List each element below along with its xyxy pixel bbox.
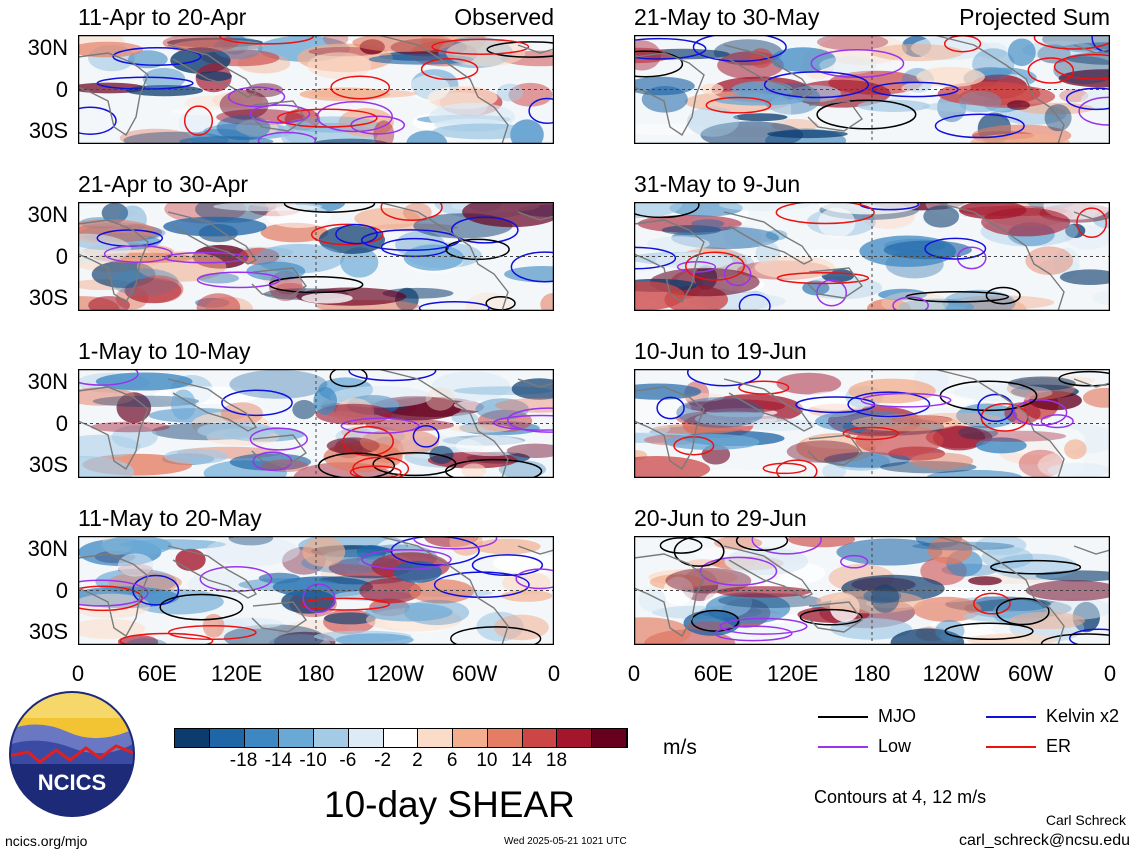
colorbar-cell	[314, 729, 349, 747]
lon-label: 60E	[693, 661, 733, 686]
legend-label: MJO	[878, 706, 916, 726]
main-title: 10-day SHEAR	[324, 784, 575, 825]
panel-title: 31-May to 9-Jun	[634, 171, 801, 197]
colorbar-cell	[418, 729, 454, 747]
colorbar-cell	[453, 729, 488, 747]
logo-text: NCICS	[38, 770, 106, 795]
lon-label: 120W	[366, 661, 425, 686]
lat-label: 0	[55, 577, 68, 603]
lon-label: 180	[853, 661, 891, 686]
panel-title: 1-May to 10-May	[78, 338, 251, 364]
legend-swatch	[986, 746, 1036, 748]
colorbar-label: -2	[374, 750, 392, 771]
lon-label: 60E	[137, 661, 177, 686]
lon-label: 0	[547, 661, 561, 686]
panel-title: 11-Apr to 20-Apr	[78, 4, 247, 30]
ncics-logo: NCICS	[8, 690, 136, 818]
colorbar-label: -14	[264, 750, 293, 771]
colorbar-cell	[557, 729, 593, 747]
legend-label: Low	[878, 736, 912, 756]
lon-label: 120E	[210, 661, 263, 686]
lon-label: 0	[71, 661, 85, 686]
colorbar-label: -6	[339, 750, 357, 771]
colorbar-label: -18	[229, 750, 258, 771]
lat-label: 30S	[28, 285, 68, 310]
shear-map	[634, 35, 1110, 144]
footer-author: Carl Schreck	[1045, 812, 1126, 828]
panel-tag: Observed	[454, 4, 554, 30]
colorbar-cell	[279, 729, 315, 747]
colorbar-cell	[383, 729, 419, 747]
colorbar-label: 10	[476, 750, 498, 771]
panel-title: 21-May to 30-May	[634, 4, 820, 30]
lon-label: 60W	[452, 661, 498, 686]
legend-swatch	[818, 716, 868, 718]
shear-map	[634, 202, 1110, 311]
panel-title: 20-Jun to 29-Jun	[634, 505, 807, 531]
colorbar-label: 18	[545, 750, 568, 771]
shear-map	[634, 369, 1110, 478]
shear-map	[78, 369, 554, 478]
colorbar-cell	[522, 729, 558, 747]
lon-label: 60W	[1008, 661, 1054, 686]
colorbar-label: 14	[511, 750, 533, 771]
colorbar-cell	[592, 729, 627, 747]
colorbar	[174, 728, 628, 748]
lat-label: 0	[55, 76, 68, 102]
colorbar-units: m/s	[663, 736, 697, 759]
lon-label: 0	[627, 661, 641, 686]
footer-email: carl_schreck@ncsu.edu	[959, 832, 1130, 849]
legend-label: ER	[1046, 736, 1072, 756]
contours-note: Contours at 4, 12 m/s	[814, 787, 987, 807]
panel-title: 21-Apr to 30-Apr	[78, 171, 249, 197]
colorbar-cell	[244, 729, 280, 747]
colorbar-cell	[348, 729, 384, 747]
panel-title: 11-May to 20-May	[78, 505, 262, 531]
lon-label: 180	[297, 661, 335, 686]
lat-label: 30S	[28, 452, 68, 477]
colorbar-label: 6	[446, 750, 458, 771]
shear-map	[78, 202, 554, 311]
lat-label: 0	[55, 243, 68, 269]
shear-map	[78, 35, 554, 144]
panel-tag: Projected Sum	[959, 4, 1110, 30]
colorbar-label: -10	[299, 750, 327, 771]
lon-label: 120W	[922, 661, 981, 686]
lat-label: 30S	[28, 118, 68, 143]
colorbar-cell	[209, 729, 245, 747]
lat-label: 30S	[28, 619, 68, 644]
lat-label: 30N	[27, 35, 68, 60]
lat-label: 0	[55, 410, 68, 436]
shear-map	[78, 536, 554, 645]
lon-label: 0	[1103, 661, 1117, 686]
shear-map	[634, 536, 1110, 645]
legend-label: Kelvin x2	[1046, 706, 1120, 726]
panel-title: 10-Jun to 19-Jun	[634, 338, 807, 364]
lat-label: 30N	[27, 202, 68, 227]
footer-site: ncics.org/mjo	[5, 833, 88, 849]
footer-timestamp: Wed 2025-05-21 1021 UTC	[504, 836, 627, 847]
lat-label: 30N	[27, 369, 68, 394]
legend-swatch	[818, 746, 868, 748]
legend-swatch	[986, 716, 1036, 718]
colorbar-cell	[175, 729, 210, 747]
lon-label: 120E	[766, 661, 819, 686]
colorbar-cell	[487, 729, 523, 747]
lat-label: 30N	[27, 536, 68, 561]
colorbar-label: 2	[412, 750, 423, 771]
